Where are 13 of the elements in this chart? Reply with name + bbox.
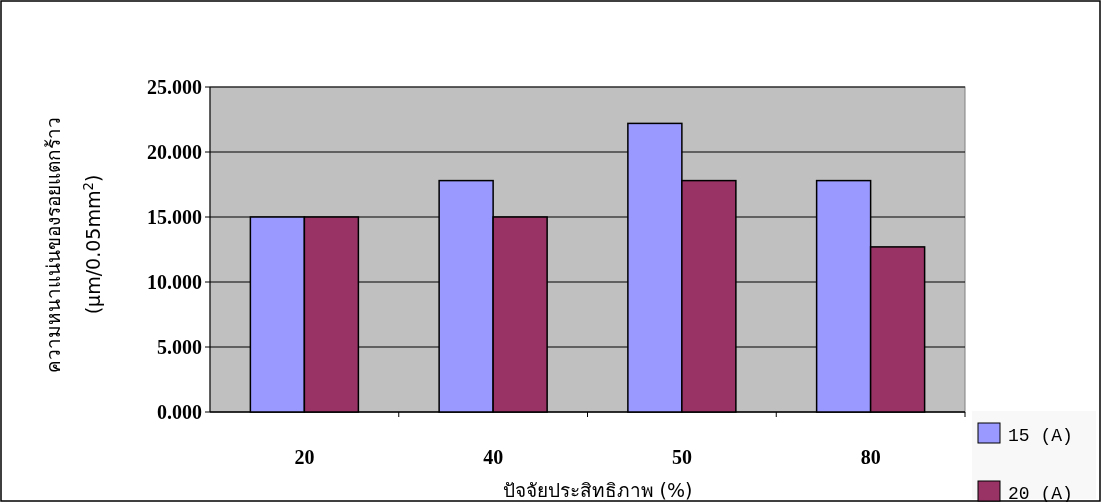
- legend-label: 20 (A): [1008, 484, 1073, 502]
- y-tick-label: 10.000: [147, 271, 202, 293]
- legend-label: 15 (A): [1008, 426, 1073, 446]
- x-tick-label: 80: [860, 446, 881, 468]
- y-tick-label: 15.000: [147, 206, 202, 228]
- x-tick-label: 50: [671, 446, 692, 468]
- y-tick-label: 20.000: [147, 141, 202, 163]
- y-tick-label: 25.000: [147, 76, 202, 98]
- x-tick-label: 40: [483, 446, 504, 468]
- y-tick-label: 5.000: [157, 336, 202, 358]
- x-tick-label: 20: [294, 446, 315, 468]
- x-axis-title: ปัจจัยประสิทธิภาพ (%): [502, 479, 693, 501]
- y-tick-label: 0.000: [157, 401, 202, 423]
